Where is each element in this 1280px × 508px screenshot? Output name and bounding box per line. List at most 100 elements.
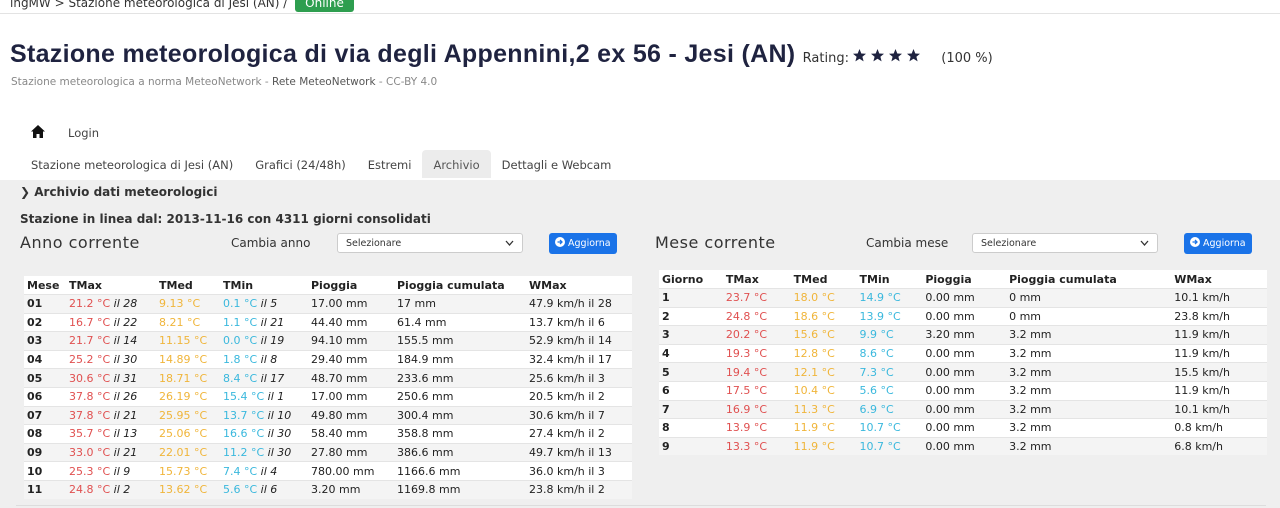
rating: Rating: (100 %): [803, 49, 993, 66]
online-since: Stazione in linea dal: 2013-11-16 con 43…: [20, 212, 431, 226]
table-cell: 29.40 mm: [308, 349, 394, 369]
table-cell: 13.7 km/h il 6: [526, 312, 632, 332]
table-cell: 1169.8 mm: [394, 479, 526, 499]
cell-day: il 21: [260, 315, 285, 329]
table-row: 05 30.6 °C il 31 18.71 °C 8.4 °C il 17 48.70…: [24, 368, 632, 388]
table-body: 01 21.2 °C il 28 9.13 °C 0.1 °C il 5 17.00 m…: [24, 294, 632, 499]
table-cell: 49.80 mm: [308, 405, 394, 425]
nav-tab[interactable]: Grafici (24/48h): [255, 158, 346, 172]
header-row: Giorno TMax TMed TMin Pioggia Pioggia cumulat…: [659, 270, 1267, 289]
table-head: Giorno TMax TMed TMin Pioggia Pioggia cumulat…: [659, 270, 1267, 289]
table-row: 04 25.2 °C il 30 14.89 °C 1.8 °C il 8 29.40 …: [24, 349, 632, 369]
update-button[interactable]: Aggiorna: [549, 233, 617, 254]
table-cell: 94.10 mm: [308, 331, 394, 351]
column-header: WMax: [1174, 272, 1212, 286]
home-icon[interactable]: [31, 125, 45, 138]
cell-value: 25.2 °C: [69, 353, 111, 367]
table-cell: 3.2 mm: [1006, 380, 1172, 401]
table-cell: 12.8 °C: [790, 343, 857, 363]
table-cell: 44.40 mm: [308, 312, 394, 332]
table-cell: 25.3 °C il 9: [66, 461, 156, 481]
arrow-icon: [555, 237, 565, 247]
breadcrumb: ingMW > Stazione meteorologica di Jesi (…: [10, 0, 354, 12]
cell-day: il 21: [113, 446, 138, 460]
table-cell: 47.9 km/h il 28: [526, 294, 632, 314]
login-link[interactable]: Login: [68, 126, 100, 140]
button-text: Aggiorna: [1203, 238, 1246, 249]
license: - CC-BY 4.0: [375, 76, 438, 88]
breadcrumb-path[interactable]: ingMW > Stazione meteorologica di Jesi (…: [10, 0, 288, 10]
cell-value: 33.0 °C: [69, 446, 111, 460]
panel-title: Mese corrente: [655, 233, 776, 252]
table-cell: 11.9 km/h: [1171, 380, 1267, 401]
table-cell: 0 mm: [1006, 306, 1172, 326]
table-cell: 11.9 °C: [790, 418, 857, 438]
update-button[interactable]: Aggiorna: [1184, 233, 1252, 254]
table-cell: 1166.6 mm: [394, 461, 526, 481]
table-cell: 4: [659, 343, 723, 363]
table-row: 10 25.3 °C il 9 15.73 °C 7.4 °C il 4 780.00 …: [24, 461, 632, 481]
table-cell: 3.2 mm: [1006, 418, 1172, 438]
table-cell: 23.8 km/h: [1171, 306, 1267, 326]
table-cell: 1.8 °C il 8: [220, 349, 308, 369]
table-row: 07 37.8 °C il 21 25.95 °C 13.7 °C il 10 49.8…: [24, 405, 632, 425]
table-cell: 17.00 mm: [308, 294, 394, 314]
nav-tab[interactable]: Estremi: [367, 158, 412, 172]
table-cell: 02: [24, 312, 66, 332]
column-header: TMin: [859, 272, 890, 286]
table-cell: 3.20 mm: [922, 325, 1007, 345]
rating-percent: (100 %): [941, 51, 993, 66]
table-cell: 11: [24, 479, 66, 499]
table-cell: 7: [659, 399, 723, 419]
cell-value: 8.4 °C: [223, 371, 258, 385]
column-header: TMed: [793, 272, 828, 286]
cell-day: il 13: [113, 427, 138, 441]
table-cell: 12.1 °C: [790, 362, 857, 382]
cell-value: 16.6 °C: [223, 427, 265, 441]
table-cell: 13.3 °C: [722, 436, 791, 456]
table-cell: 21.2 °C il 28: [66, 294, 156, 314]
cell-value: 30.6 °C: [69, 371, 111, 385]
network-link[interactable]: Rete MeteoNetwork: [272, 76, 376, 88]
table-cell: 30.6 °C il 31: [66, 368, 156, 388]
cell-day: il 30: [113, 353, 138, 367]
table-cell: 0.8 km/h: [1171, 418, 1267, 438]
table-cell: 3: [659, 325, 723, 345]
table-cell: 155.5 mm: [394, 331, 526, 351]
nav-tab[interactable]: Stazione meteorologica di Jesi (AN): [31, 158, 234, 172]
table-cell: 14.89 °C: [156, 349, 220, 369]
select[interactable]: Selezionare: [972, 233, 1158, 253]
column-header: Mese: [27, 278, 60, 292]
data-table: Mese TMax TMed TMin Pioggia Pioggia cumulata W…: [24, 276, 632, 499]
select-label: Cambia anno: [231, 236, 311, 250]
table-cell: 13.62 °C: [156, 479, 220, 499]
cell-day: il 9: [113, 464, 131, 478]
table-head: Mese TMax TMed TMin Pioggia Pioggia cumulata W…: [24, 276, 632, 295]
section-title[interactable]: ❯ Archivio dati meteorologici: [20, 185, 218, 199]
table-cell: 11.9 °C: [790, 436, 857, 456]
column-header: TMax: [725, 272, 759, 286]
table-cell: 58.40 mm: [308, 424, 394, 444]
table-cell: 7.3 °C: [856, 362, 923, 382]
select-label: Cambia mese: [866, 236, 949, 250]
cell-day: il 17: [260, 371, 285, 385]
table-cell: 48.70 mm: [308, 368, 394, 388]
table-cell: 0.00 mm: [922, 362, 1007, 382]
divider: [16, 505, 1266, 506]
select[interactable]: Selezionare: [337, 233, 523, 253]
table-cell: 17.00 mm: [308, 386, 394, 407]
cell-value: 37.8 °C: [69, 408, 111, 422]
table-cell: 1: [659, 288, 723, 308]
nav-tab[interactable]: Dettagli e Webcam: [501, 158, 612, 172]
cell-value: 0.1 °C: [223, 297, 258, 311]
table-cell: 04: [24, 349, 66, 369]
cell-day: il 21: [113, 408, 138, 422]
table-cell: 3.2 mm: [1006, 343, 1172, 363]
table-cell: 0.00 mm: [922, 343, 1007, 363]
table-cell: 14.9 °C: [856, 288, 923, 308]
cell-value: 24.8 °C: [69, 483, 111, 497]
table-cell: 15.73 °C: [156, 461, 220, 481]
cell-value: 37.8 °C: [69, 390, 111, 404]
cell-day: il 19: [260, 334, 285, 348]
nav-tab[interactable]: Archivio: [422, 150, 491, 178]
